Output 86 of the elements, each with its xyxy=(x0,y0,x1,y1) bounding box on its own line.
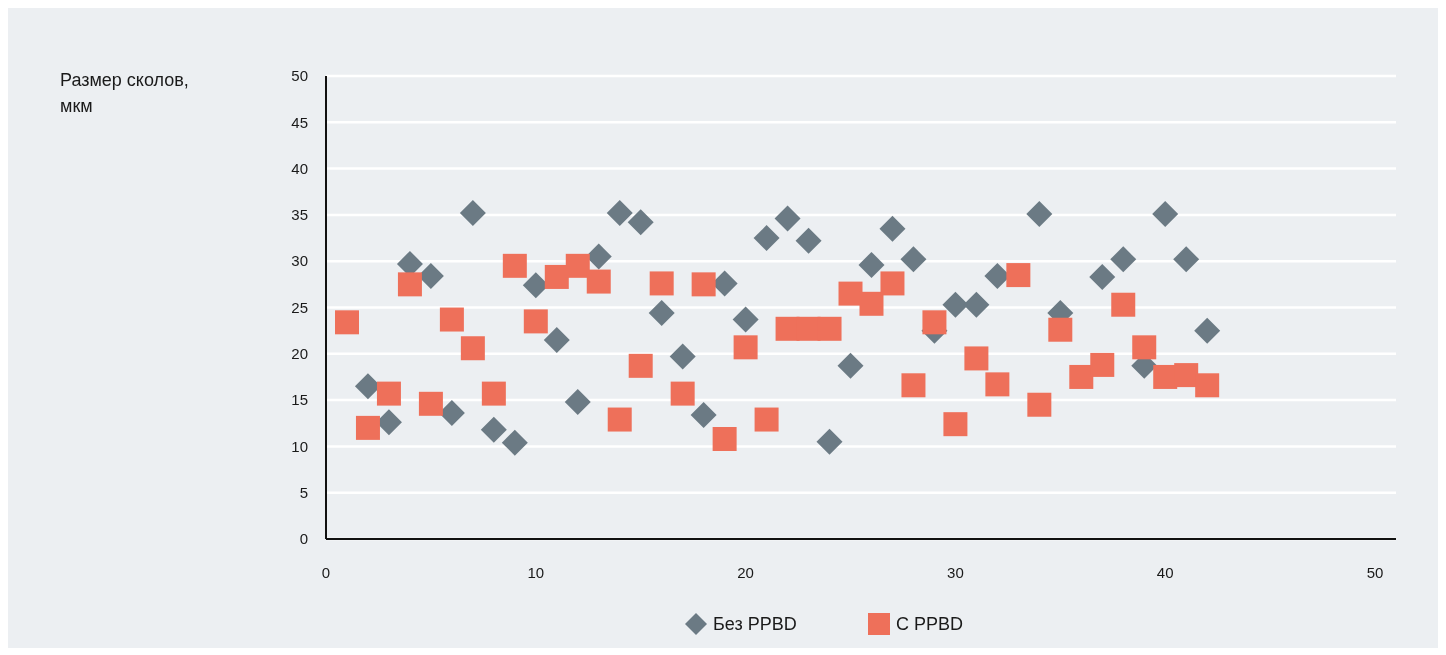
point xyxy=(712,426,737,451)
point xyxy=(376,381,401,406)
point xyxy=(586,269,611,294)
point xyxy=(1173,246,1200,273)
point xyxy=(459,200,486,227)
point xyxy=(1110,246,1137,273)
y-tick-label: 0 xyxy=(299,530,308,548)
y-tick-label: 5 xyxy=(299,483,308,501)
point xyxy=(1069,364,1094,389)
point xyxy=(481,381,506,406)
point xyxy=(754,407,779,432)
point xyxy=(543,326,570,353)
legend-label: С PPBD xyxy=(896,614,964,635)
point xyxy=(439,307,464,332)
point xyxy=(334,310,359,335)
point xyxy=(816,428,843,455)
point xyxy=(817,316,842,341)
point xyxy=(670,381,695,406)
point xyxy=(964,346,989,371)
point xyxy=(544,264,569,289)
point xyxy=(606,200,633,227)
point xyxy=(943,412,968,437)
point xyxy=(355,415,380,440)
point xyxy=(985,372,1010,397)
point xyxy=(480,416,507,443)
point xyxy=(753,225,780,252)
point xyxy=(837,352,864,379)
point xyxy=(607,407,632,432)
y-tick-label: 10 xyxy=(291,437,308,455)
point xyxy=(795,227,822,254)
point xyxy=(879,215,906,242)
point xyxy=(648,300,675,327)
point xyxy=(691,272,716,297)
x-tick-label: 0 xyxy=(321,564,331,581)
point xyxy=(901,373,926,398)
point xyxy=(649,271,674,296)
y-tick-label: 30 xyxy=(291,252,308,270)
point xyxy=(523,309,548,334)
legend-label: Без PPBD xyxy=(713,614,797,635)
x-tick-label: 30 xyxy=(947,564,964,581)
point xyxy=(1174,363,1199,388)
point xyxy=(1132,335,1157,360)
point xyxy=(1111,292,1136,317)
point xyxy=(501,429,528,456)
point xyxy=(397,272,422,297)
point xyxy=(564,388,591,415)
y-tick-label: 45 xyxy=(291,113,308,131)
point xyxy=(460,336,485,361)
point xyxy=(1090,352,1115,377)
x-tick-label: 10 xyxy=(527,564,545,581)
point xyxy=(1194,317,1221,344)
point xyxy=(628,353,653,378)
point xyxy=(1048,317,1073,342)
point xyxy=(690,401,717,428)
point xyxy=(1026,200,1053,227)
point xyxy=(1152,200,1179,227)
point xyxy=(858,251,885,278)
point xyxy=(418,391,443,416)
point xyxy=(502,253,527,278)
point xyxy=(922,310,947,335)
y-tick-label: 20 xyxy=(291,345,308,363)
y-tick-label: 15 xyxy=(291,391,308,409)
y-tick-label: 35 xyxy=(291,206,308,224)
point xyxy=(733,335,758,360)
x-tick-label: 20 xyxy=(737,564,754,581)
point xyxy=(669,343,696,370)
point xyxy=(732,306,759,333)
x-tick-label: 40 xyxy=(1156,564,1174,581)
point xyxy=(565,253,590,278)
point xyxy=(942,291,969,318)
y-tick-label: 40 xyxy=(291,159,308,177)
y-tick-label: 25 xyxy=(291,298,308,316)
x-tick-label: 50 xyxy=(1366,564,1384,581)
point xyxy=(838,281,863,306)
point xyxy=(1027,392,1052,417)
point xyxy=(627,209,654,236)
point xyxy=(963,291,990,318)
point xyxy=(1006,263,1031,288)
point xyxy=(859,291,884,316)
point xyxy=(1195,373,1220,398)
point xyxy=(774,205,801,232)
point xyxy=(880,271,905,296)
y-tick-label: 50 xyxy=(291,67,308,85)
point xyxy=(900,246,927,273)
point xyxy=(1089,263,1116,290)
text: Размер сколов, мкм xyxy=(60,70,189,116)
